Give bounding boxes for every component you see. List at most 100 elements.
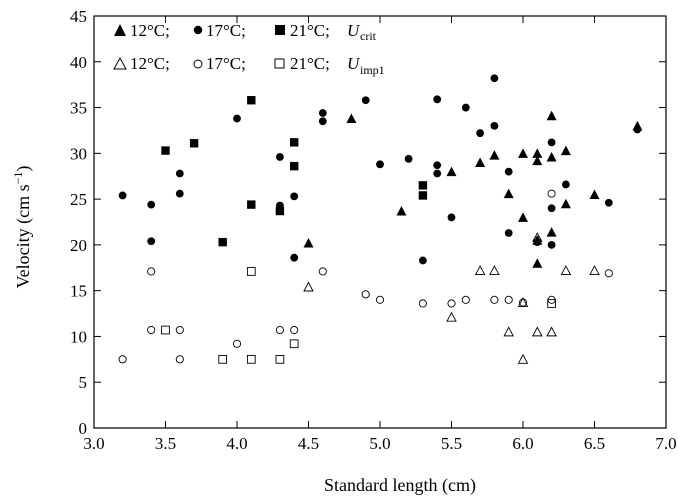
data-point-open-circle <box>361 290 370 299</box>
data-point-filled-square <box>418 191 428 200</box>
data-point-filled-circle <box>404 154 413 163</box>
data-point-filled-circle <box>376 160 384 169</box>
legend-marker-12c-open-triangle <box>113 56 127 70</box>
data-point-filled-circle <box>290 192 299 201</box>
data-point-filled-circle <box>533 238 542 247</box>
plot-frame <box>93 15 667 429</box>
data-point-open-triangle <box>589 265 600 275</box>
data-point-open-triangle <box>503 326 514 337</box>
data-point-filled-square <box>247 96 256 105</box>
data-point-open-circle <box>504 295 513 304</box>
y-tick-label: 30 <box>70 144 87 163</box>
data-point-filled-circle <box>175 169 184 178</box>
x-axis-title: Standard length (cm) <box>324 475 476 496</box>
data-point-open-circle <box>232 339 242 348</box>
data-point-filled-triangle <box>518 212 528 222</box>
data-point-open-circle <box>290 325 299 335</box>
data-point-open-circle <box>447 299 456 308</box>
data-point-filled-triangle <box>489 150 500 160</box>
data-point-filled-triangle <box>589 189 600 200</box>
legend-label-12c-crit: 12°C; <box>130 21 170 40</box>
data-point-filled-circle <box>504 167 513 176</box>
data-point-filled-circle <box>490 74 499 83</box>
x-tick-label: 3.5 <box>155 434 176 453</box>
data-point-filled-circle <box>547 240 556 249</box>
x-tick-label: 6.5 <box>584 434 605 453</box>
data-point-filled-circle <box>361 96 370 105</box>
data-point-filled-circle <box>547 138 556 147</box>
data-point-filled-circle <box>290 253 299 262</box>
data-point-filled-circle <box>504 229 513 237</box>
data-points <box>118 74 643 364</box>
legend-row-uimp1: 12°C; 17°C; 21°C; U imp1 <box>113 54 385 77</box>
data-point-filled-circle <box>419 256 427 265</box>
data-point-open-square <box>161 325 170 335</box>
data-point-open-circle <box>490 295 499 304</box>
data-point-filled-triangle <box>346 113 357 124</box>
data-point-open-triangle <box>303 281 314 292</box>
y-tick-label: 5 <box>79 373 88 392</box>
data-point-filled-triangle <box>560 198 571 209</box>
data-point-open-triangle <box>517 353 529 364</box>
data-point-filled-triangle <box>546 227 557 237</box>
data-point-open-triangle <box>532 326 543 337</box>
data-point-filled-circle <box>433 169 442 178</box>
legend-ucrit-symbol: U <box>347 21 361 40</box>
legend-row-ucrit: 12°C; 17°C; 21°C; U crit <box>114 21 377 43</box>
data-point-filled-circle <box>547 204 556 213</box>
x-tick-label: 6.0 <box>512 434 533 453</box>
data-point-filled-circle <box>147 200 156 209</box>
data-point-filled-circle <box>233 114 241 123</box>
legend-label-17c-imp: 17°C; <box>206 54 246 73</box>
data-point-open-triangle <box>489 265 500 275</box>
data-point-open-triangle <box>474 265 486 275</box>
data-point-open-circle <box>118 355 127 364</box>
data-point-filled-triangle <box>518 148 528 158</box>
data-point-filled-triangle <box>475 157 486 167</box>
plot-area <box>93 15 667 429</box>
data-point-open-circle <box>175 355 184 364</box>
data-point-filled-circle <box>175 189 184 198</box>
data-point-filled-triangle <box>532 155 543 166</box>
data-point-open-circle <box>547 189 556 198</box>
x-tick-label: 4.0 <box>226 434 247 453</box>
x-tick-label: 5.0 <box>369 434 390 453</box>
data-point-open-circle <box>461 295 470 304</box>
data-point-open-triangle <box>546 326 557 337</box>
data-point-open-circle <box>604 269 613 278</box>
data-point-open-circle <box>275 325 284 335</box>
legend-label-12c-imp: 12°C; <box>130 54 170 73</box>
data-point-filled-triangle <box>303 238 314 248</box>
data-point-filled-circle <box>318 109 327 117</box>
data-point-open-square <box>275 354 285 364</box>
data-point-filled-circle <box>433 95 442 104</box>
data-point-open-circle <box>175 325 184 335</box>
legend-marker-21c-open-square <box>274 58 285 69</box>
legend-uimp-subscript: imp1 <box>360 63 385 77</box>
data-point-filled-circle <box>276 153 284 161</box>
legend-marker-17c-open-circle <box>193 59 203 69</box>
data-point-filled-square <box>218 237 227 247</box>
data-point-open-triangle <box>446 311 457 322</box>
data-point-filled-circle <box>447 213 456 222</box>
data-point-open-triangle <box>560 265 572 275</box>
y-tick-label: 15 <box>70 282 87 301</box>
data-point-open-circle <box>375 295 385 304</box>
data-point-filled-circle <box>433 161 442 170</box>
y-tick-label: 10 <box>70 327 87 346</box>
data-point-filled-square <box>290 161 299 171</box>
y-axis-title: Velocity (cm s−1) <box>11 166 34 289</box>
data-point-filled-circle <box>562 180 570 189</box>
data-point-filled-square <box>418 181 428 190</box>
data-point-open-square <box>246 267 256 276</box>
data-point-filled-circle <box>476 129 484 138</box>
x-tick-label: 3.0 <box>83 434 104 453</box>
data-point-open-square <box>218 354 228 364</box>
legend-label-17c-crit: 17°C; <box>206 21 246 40</box>
data-point-open-square <box>547 299 556 308</box>
legend-label-21c-crit: 21°C; <box>290 21 330 40</box>
data-point-filled-circle <box>118 191 127 200</box>
legend-marker-17c-filled-circle <box>193 25 203 35</box>
data-point-open-circle <box>418 299 427 308</box>
